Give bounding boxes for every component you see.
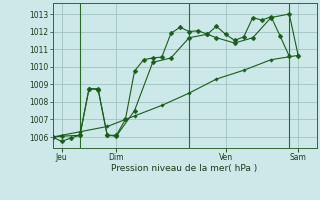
X-axis label: Pression niveau de la mer( hPa ): Pression niveau de la mer( hPa ) — [111, 164, 258, 173]
